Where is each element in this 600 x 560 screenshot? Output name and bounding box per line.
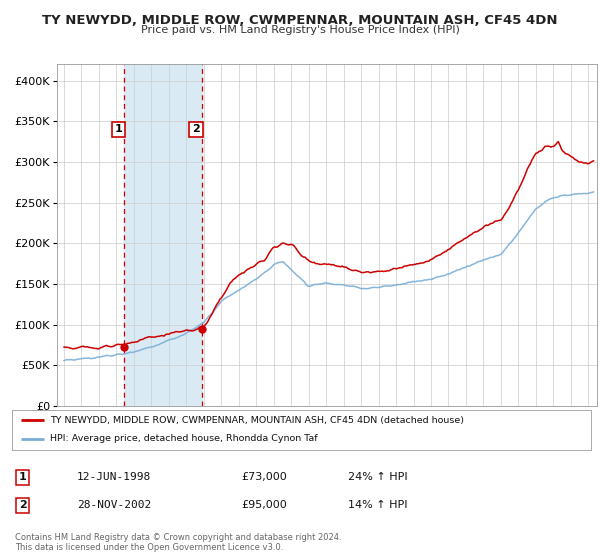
Text: TY NEWYDD, MIDDLE ROW, CWMPENNAR, MOUNTAIN ASH, CF45 4DN: TY NEWYDD, MIDDLE ROW, CWMPENNAR, MOUNTA… bbox=[42, 14, 558, 27]
Text: 28-NOV-2002: 28-NOV-2002 bbox=[77, 500, 151, 510]
Text: Price paid vs. HM Land Registry's House Price Index (HPI): Price paid vs. HM Land Registry's House … bbox=[140, 25, 460, 35]
Text: 1: 1 bbox=[19, 472, 26, 482]
Text: £95,000: £95,000 bbox=[241, 500, 287, 510]
Text: 14% ↑ HPI: 14% ↑ HPI bbox=[348, 500, 408, 510]
Text: This data is licensed under the Open Government Licence v3.0.: This data is licensed under the Open Gov… bbox=[15, 543, 283, 552]
Text: 12-JUN-1998: 12-JUN-1998 bbox=[77, 472, 151, 482]
Text: 2: 2 bbox=[19, 500, 26, 510]
Text: TY NEWYDD, MIDDLE ROW, CWMPENNAR, MOUNTAIN ASH, CF45 4DN (detached house): TY NEWYDD, MIDDLE ROW, CWMPENNAR, MOUNTA… bbox=[50, 416, 464, 424]
Text: 1: 1 bbox=[114, 124, 122, 134]
Bar bbox=[124, 64, 202, 406]
Text: 24% ↑ HPI: 24% ↑ HPI bbox=[348, 472, 408, 482]
Text: 2: 2 bbox=[192, 124, 200, 134]
Text: HPI: Average price, detached house, Rhondda Cynon Taf: HPI: Average price, detached house, Rhon… bbox=[50, 435, 317, 444]
Text: Contains HM Land Registry data © Crown copyright and database right 2024.: Contains HM Land Registry data © Crown c… bbox=[15, 533, 341, 542]
Text: £73,000: £73,000 bbox=[241, 472, 287, 482]
